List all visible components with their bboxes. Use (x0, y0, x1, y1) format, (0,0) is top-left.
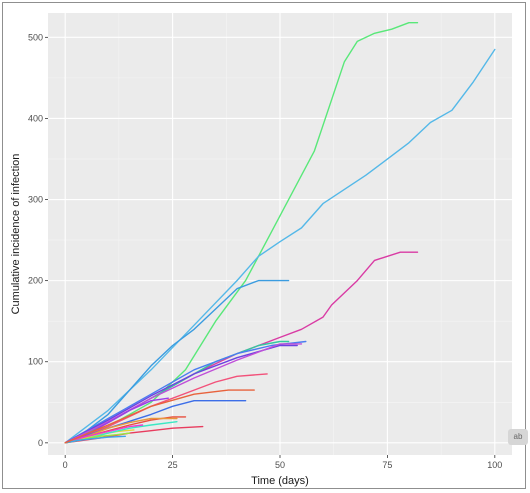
series-layer (64, 22, 496, 444)
series-line-8 (64, 343, 303, 444)
x-tick-label: 100 (487, 460, 502, 470)
x-axis-ticks: 0 25 50 75 100 (63, 455, 502, 470)
series-line-7 (64, 344, 298, 444)
y-axis-ticks: 0 100 200 300 400 500 (28, 32, 48, 448)
y-axis-title: Cumulative incidence of infection (10, 154, 22, 315)
series-line-19 (64, 435, 127, 444)
x-tick-label: 75 (382, 460, 392, 470)
series-line-1 (64, 22, 419, 444)
series-line-20 (64, 389, 255, 444)
series-line-9 (64, 373, 268, 444)
y-tick-label: 300 (28, 195, 43, 205)
y-tick-label: 400 (28, 113, 43, 123)
series-line-4 (64, 279, 290, 444)
series-line-17 (64, 424, 144, 444)
y-tick-label: 100 (28, 357, 43, 367)
x-tick-label: 0 (63, 460, 68, 470)
x-axis-title: Time (days) (251, 475, 309, 487)
x-tick-label: 50 (275, 460, 285, 470)
y-tick-label: 500 (28, 32, 43, 42)
series-line-6 (64, 340, 307, 444)
y-tick-label: 200 (28, 276, 43, 286)
series-line-2 (64, 48, 496, 444)
y-tick-label: 0 (38, 438, 43, 448)
side-tab[interactable]: ab (508, 429, 528, 445)
x-tick-label: 25 (168, 460, 178, 470)
